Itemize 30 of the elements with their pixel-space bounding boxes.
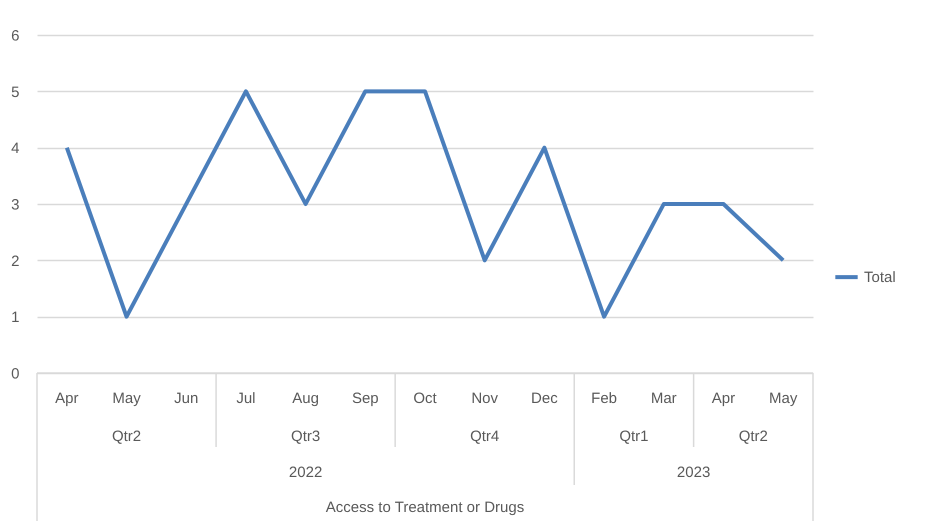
x-tick-label: Aug xyxy=(292,390,319,407)
x-tick-label: Apr xyxy=(712,390,736,407)
text: Qtr2 xyxy=(112,428,142,445)
text: Qtr3 xyxy=(291,428,320,445)
line-series xyxy=(64,89,786,319)
x-tick-label: May xyxy=(768,390,798,407)
y-tick-label: 0 xyxy=(11,366,20,382)
x-tick-label: Nov xyxy=(471,390,499,407)
x-tick-label: Mar xyxy=(650,390,677,407)
y-tick-label: 1 xyxy=(11,309,20,326)
text: 2022 xyxy=(288,464,322,481)
y-tick-label: 2 xyxy=(11,252,20,270)
x-tick-label: Sep xyxy=(352,390,379,407)
text: Qtr4 xyxy=(470,428,500,445)
x-tick-label: Jun xyxy=(174,390,198,407)
legend-label: Total xyxy=(864,269,896,286)
text: 2023 xyxy=(676,464,710,481)
text: Qtr2 xyxy=(738,428,768,445)
y-tick-label: 5 xyxy=(11,84,20,101)
x-tick-label: Apr xyxy=(55,390,79,407)
y-tick-label: 4 xyxy=(11,140,20,158)
text: Qtr1 xyxy=(619,428,649,445)
x-tick-label: May xyxy=(112,390,142,407)
x-tick-label: Dec xyxy=(531,390,558,407)
x-tick-label: Oct xyxy=(413,390,438,407)
y-tick-label: 3 xyxy=(11,196,20,214)
x-tick-label: Feb xyxy=(591,390,618,407)
y-tick-label: 6 xyxy=(11,28,20,44)
text: Access to Treatment or Drugs xyxy=(326,499,524,516)
x-tick-label: Jul xyxy=(236,390,256,407)
